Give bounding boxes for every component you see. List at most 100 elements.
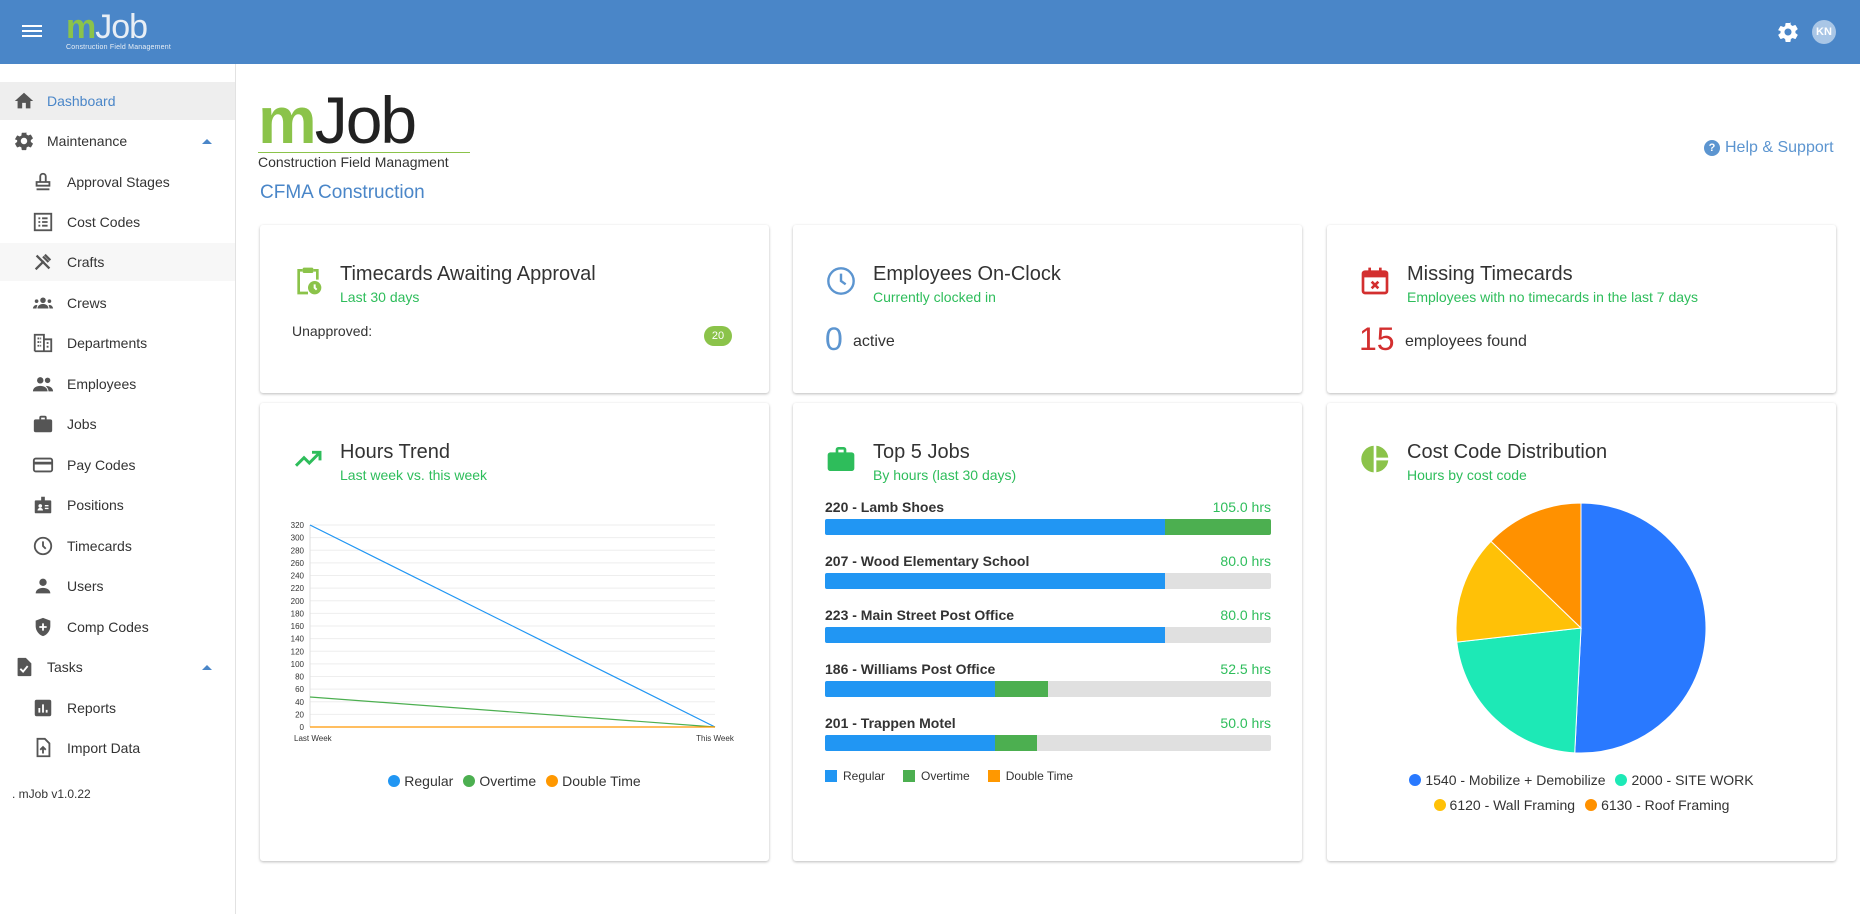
- legend-item[interactable]: 6130 - Roof Framing: [1585, 797, 1729, 813]
- sidebar-item-label: Pay Codes: [67, 457, 136, 473]
- cost-code-pie-chart: [1455, 502, 1707, 754]
- trending-up-icon: [292, 443, 324, 475]
- legend-item[interactable]: 2000 - SITE WORK: [1615, 772, 1754, 788]
- legend-regular: Regular: [825, 769, 885, 783]
- sidebar-item-label: Tasks: [47, 659, 83, 675]
- y-tick-label: 100: [291, 660, 305, 669]
- sidebar-item-dashboard[interactable]: Dashboard: [0, 82, 235, 120]
- legend-item[interactable]: 6120 - Wall Framing: [1433, 797, 1575, 813]
- app-logo[interactable]: mJob Construction Field Management: [66, 10, 171, 51]
- logo-job: Job: [314, 83, 417, 157]
- legend-item[interactable]: Overtime: [463, 773, 536, 789]
- sidebar-item-reports[interactable]: Reports: [0, 689, 235, 727]
- y-tick-label: 180: [291, 609, 305, 618]
- bar-segment-overtime: [1164, 519, 1271, 535]
- y-tick-label: 200: [291, 597, 305, 606]
- job-hours: 80.0 hrs: [1220, 607, 1271, 623]
- sidebar-item-crews[interactable]: Crews: [0, 284, 235, 322]
- sidebar-item-timecards[interactable]: Timecards: [0, 527, 235, 565]
- gear-icon: [13, 130, 35, 152]
- y-tick-label: 220: [291, 584, 305, 593]
- sidebar-item-label: Users: [67, 578, 104, 594]
- sidebar-item-approval-stages[interactable]: Approval Stages: [0, 163, 235, 201]
- briefcase-icon: [32, 413, 54, 435]
- legend-label: Regular: [404, 773, 454, 789]
- job-hours: 80.0 hrs: [1220, 553, 1271, 569]
- card-subtitle: Currently clocked in: [873, 289, 996, 305]
- sidebar-item-cost-codes[interactable]: Cost Codes: [0, 203, 235, 241]
- y-tick-label: 160: [291, 622, 305, 631]
- legend-item[interactable]: 1540 - Mobilize + Demobilize: [1409, 772, 1605, 788]
- y-tick-label: 260: [291, 559, 305, 568]
- card-title: Timecards Awaiting Approval: [340, 263, 596, 285]
- cost-code-legend: 1540 - Mobilize + Demobilize 2000 - SITE …: [1327, 772, 1836, 788]
- pie-slice[interactable]: [1456, 627, 1582, 754]
- legend-dot: [1409, 774, 1422, 786]
- legend-label: Overtime: [479, 773, 537, 789]
- collapse-caret-icon[interactable]: [202, 138, 212, 144]
- sidebar-item-users[interactable]: Users: [0, 567, 235, 605]
- y-tick-label: 60: [295, 685, 304, 694]
- sidebar-item-employees[interactable]: Employees: [0, 365, 235, 403]
- tools-icon: [32, 251, 54, 273]
- sidebar-item-crafts[interactable]: Crafts: [0, 243, 235, 281]
- sidebar-item-label: Positions: [67, 497, 124, 513]
- job-hours: 50.0 hrs: [1220, 715, 1271, 731]
- bar-segment-regular: [825, 681, 995, 697]
- pie-slice[interactable]: [1574, 502, 1707, 754]
- user-avatar[interactable]: KN: [1812, 20, 1836, 44]
- card-subtitle: By hours (last 30 days): [873, 467, 1017, 483]
- legend-swatch: [825, 770, 837, 782]
- legend-item[interactable]: Regular: [388, 773, 453, 789]
- building-icon: [32, 332, 54, 354]
- timecards-awaiting-card[interactable]: Timecards Awaiting Approval Last 30 days…: [260, 225, 769, 393]
- upload-icon: [32, 737, 54, 759]
- pie-slice[interactable]: [1490, 502, 1582, 630]
- legend-label: Overtime: [921, 769, 970, 783]
- help-label: Help & Support: [1725, 139, 1834, 156]
- legend-dot: [463, 775, 476, 787]
- sidebar-item-departments[interactable]: Departments: [0, 324, 235, 362]
- sidebar-item-positions[interactable]: Positions: [0, 486, 235, 524]
- job-hours-bar: [825, 627, 1271, 643]
- sidebar-item-pay-codes[interactable]: Pay Codes: [0, 446, 235, 484]
- sidebar-item-maintenance[interactable]: Maintenance: [0, 122, 235, 160]
- pie-slice[interactable]: [1455, 540, 1583, 643]
- sidebar-item-jobs[interactable]: Jobs: [0, 405, 235, 443]
- legend-label: Regular: [843, 769, 886, 783]
- card-subtitle: Employees with no timecards in the last …: [1407, 289, 1699, 305]
- collapse-caret-icon[interactable]: [202, 664, 212, 670]
- job-hours-bar: [825, 681, 1271, 697]
- sidebar-item-comp-codes[interactable]: Comp Codes: [0, 608, 235, 646]
- bar-segment-regular: [825, 573, 1165, 589]
- company-name: CFMA Construction: [260, 182, 425, 203]
- missing-timecards-card[interactable]: Missing Timecards Employees with no time…: [1327, 225, 1836, 393]
- card-title: Cost Code Distribution: [1407, 441, 1608, 463]
- hours-trend-legend: Regular Overtime Double Time: [260, 773, 769, 789]
- card-subtitle: Last 30 days: [340, 289, 420, 305]
- hamburger-icon[interactable]: [20, 22, 44, 42]
- onclock-label: active: [853, 333, 895, 350]
- legend-dot: [546, 775, 559, 787]
- y-tick-label: 240: [291, 572, 305, 581]
- y-tick-label: 280: [291, 546, 305, 555]
- cost-code-legend: 6120 - Wall Framing 6130 - Roof Framing: [1327, 797, 1836, 813]
- x-tick-label: This Week: [696, 734, 735, 743]
- legend-item[interactable]: Double Time: [546, 773, 641, 789]
- help-support-link[interactable]: ? Help & Support: [1704, 139, 1834, 157]
- sidebar-item-import-data[interactable]: Import Data: [0, 729, 235, 767]
- sidebar: Dashboard Maintenance Approval Stages Co…: [0, 64, 236, 914]
- settings-gear-icon[interactable]: [1776, 20, 1800, 44]
- chart-icon: [32, 697, 54, 719]
- sidebar-item-tasks[interactable]: Tasks: [0, 648, 235, 686]
- sidebar-item-label: Reports: [67, 700, 117, 716]
- sidebar-item-label: Import Data: [67, 740, 141, 756]
- sidebar-item-label: Departments: [67, 335, 148, 351]
- job-name: 223 - Main Street Post Office: [825, 607, 1015, 623]
- sidebar-item-label: Maintenance: [47, 133, 128, 149]
- job-hours: 105.0 hrs: [1212, 499, 1271, 515]
- employees-onclock-card[interactable]: Employees On-Clock Currently clocked in …: [793, 225, 1302, 393]
- stamp-icon: [32, 171, 54, 193]
- y-tick-label: 40: [295, 698, 304, 707]
- y-tick-label: 20: [295, 710, 304, 719]
